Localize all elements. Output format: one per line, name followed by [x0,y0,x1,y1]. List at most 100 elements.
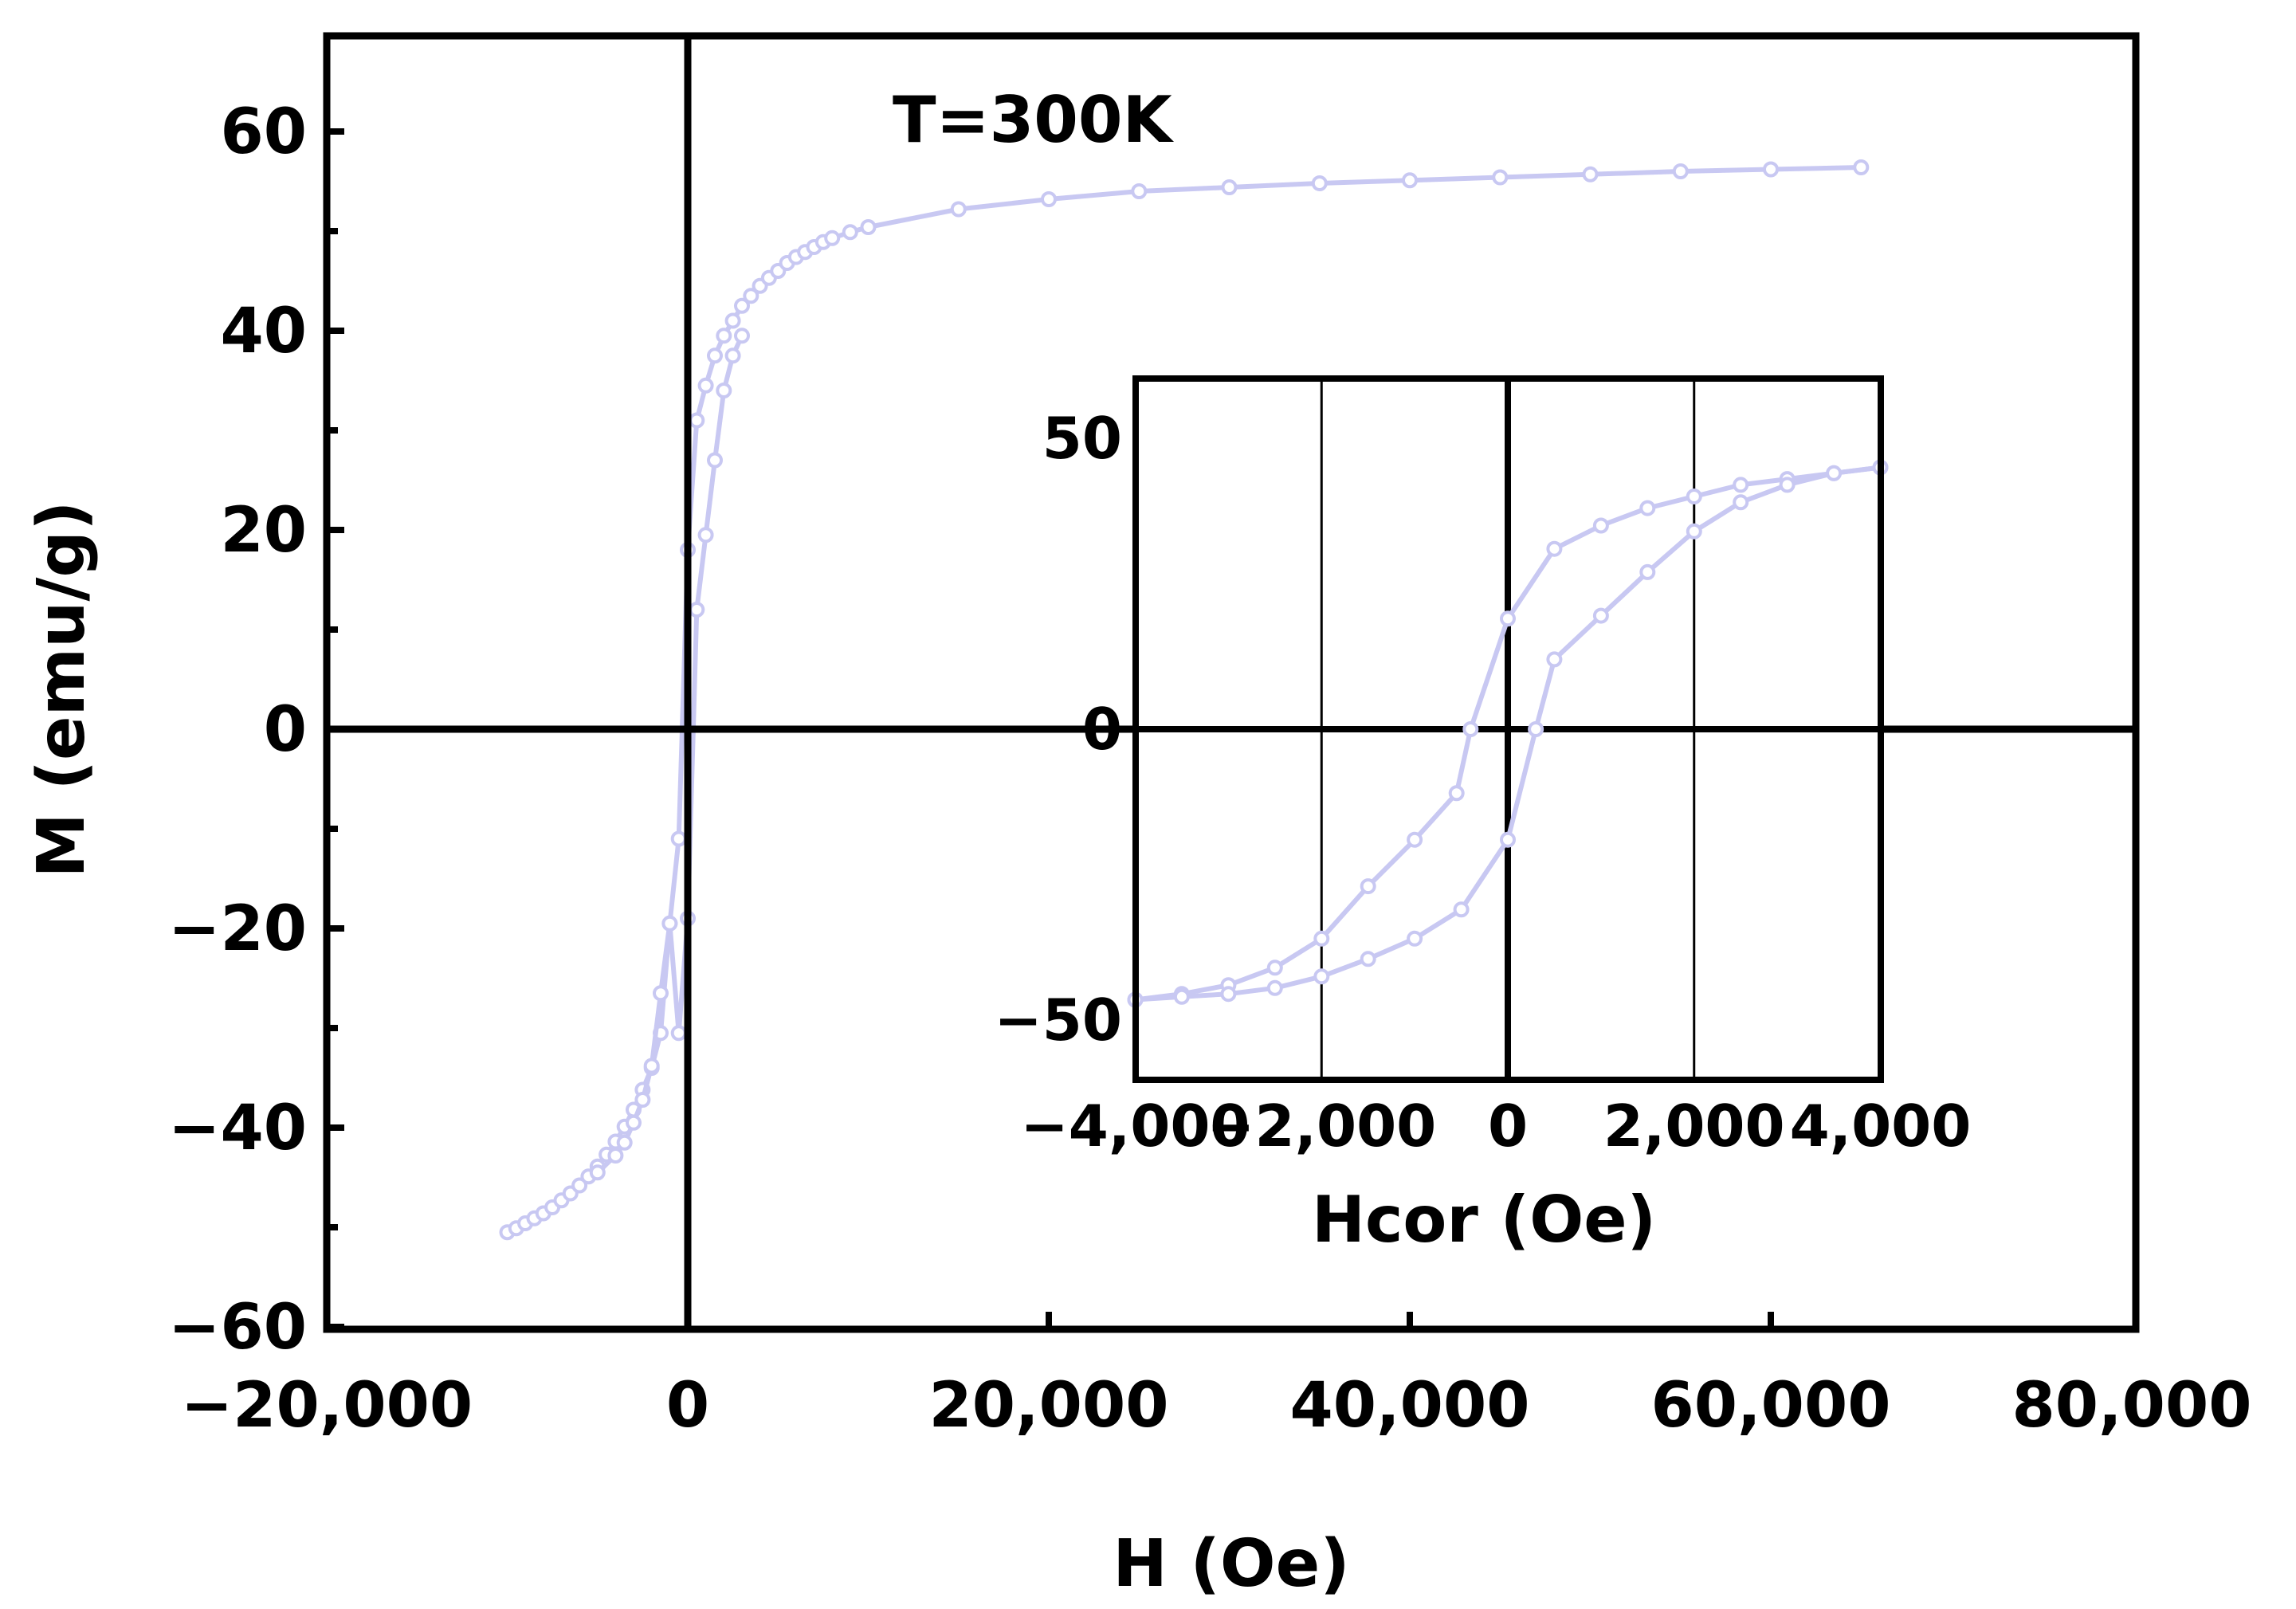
main-data-point [643,1058,660,1074]
main-data-point [653,985,669,1002]
y-axis-title: M (emu/g) [24,500,100,877]
main-data-point [1492,169,1509,186]
inset-data-point [1546,540,1563,557]
inset-data-point [1639,500,1656,516]
main-x-tick-label: 40,000 [1290,1370,1530,1442]
inset-data-point [1592,517,1609,534]
inset-x-tick-label: 0 [1488,1093,1528,1160]
inset-data-point [1407,930,1423,947]
inset-data-point [1360,951,1376,967]
main-data-point [1402,172,1418,189]
inset-data-point [1266,960,1283,976]
x-axis-title: H (Oe) [1113,1526,1349,1602]
main-data-point [1763,161,1779,178]
main-data-point [1041,191,1057,207]
main-x-tick-label: 80,000 [2012,1370,2252,1442]
main-data-point [724,312,741,329]
main-data-point [607,1148,624,1164]
main-data-point [661,915,678,932]
main-data-point [842,224,858,241]
inset-x-tick-label: −4,000 [1020,1093,1250,1160]
main-data-point [589,1164,606,1181]
main-data-point [689,412,705,429]
inset-data-point [1266,979,1283,996]
main-data-point [697,527,714,544]
inset-data-point [1733,477,1749,493]
inset-data-point [1639,563,1656,580]
temperature-annotation: T=300K [893,83,1175,157]
main-data-point [1582,166,1599,182]
main-data-point [1221,179,1238,195]
inset-data-point [1313,968,1330,985]
inset-x-tick-label: 2,000 [1603,1093,1785,1160]
inset-y-tick-label: 50 [1042,405,1122,472]
inset-data-point [1500,610,1516,627]
main-data-point [626,1114,642,1131]
main-data-point [724,347,741,364]
main-chart: −20,000 0 20,000 40,000 60,000 80,000 −60−40−… [24,32,2252,1602]
inset-data-point [1733,494,1749,511]
inset-data-point [1779,477,1796,493]
main-data-point [689,602,705,618]
main-data-point [634,1092,651,1108]
main-y-tick-labels: −60 −40 −20 0 20 40 60 [168,96,307,1364]
main-y-tick-label: −20 [168,893,307,965]
inset-x-tick-label: 4,000 [1790,1093,1972,1160]
main-x-tick-label: 60,000 [1651,1370,1891,1442]
main-series-layer [499,159,1870,1241]
inset-data-point [1686,489,1702,504]
inset-data-point [1826,465,1843,481]
main-y-tick-label: 0 [264,694,307,766]
inset-data-point [1220,986,1237,1003]
inset-data-point [1500,831,1516,848]
main-x-tick-label: −20,000 [181,1370,473,1442]
inset-x-tick-label: −2,000 [1207,1093,1436,1160]
main-y-tick-label: 40 [220,296,307,367]
main-data-point [950,201,967,218]
inset-data-point [1462,721,1479,737]
inset-data-point [1407,831,1423,848]
inset-data-point [1453,901,1470,918]
main-data-point [707,347,723,364]
main-y-tick-label: −40 [168,1093,307,1164]
inset-data-point [1360,878,1376,895]
main-x-tick-label: 0 [666,1370,709,1442]
main-series-line-1 [595,333,744,1175]
main-data-point [670,830,687,847]
main-data-point [707,452,723,469]
main-data-point [734,297,750,314]
main-data-point [670,1025,687,1042]
inset-data-point [1173,988,1190,1005]
inset-series-layer [1127,459,1889,1008]
main-data-point [697,377,714,394]
main-x-tick-label: 20,000 [929,1370,1169,1442]
inset-y-tick-label: −50 [994,987,1122,1054]
main-data-point [734,328,750,344]
main-y-tick-label: 60 [220,96,307,168]
main-data-point [571,1177,588,1194]
main-data-point [1853,159,1870,175]
inset-data-point [1686,523,1702,540]
inset-chart: −4,000−2,000 0 2,000 4,000 −50 0 50 Hcor (Oe) [994,375,1971,1257]
main-data-point [716,383,732,398]
main-data-point [1311,175,1328,191]
inset-data-point [1546,651,1563,668]
inset-data-point [1528,721,1544,737]
inset-x-axis-title: Hcor (Oe) [1312,1183,1656,1257]
inset-x-tick-labels: −4,000−2,000 0 2,000 4,000 [1020,1093,1971,1160]
main-data-point [616,1134,633,1151]
main-data-point [1131,183,1148,199]
main-y-tick-label: 20 [220,495,307,567]
main-data-point [824,230,841,246]
main-x-tick-labels: −20,000 0 20,000 40,000 60,000 80,000 [181,1370,2252,1442]
main-y-tick-label: −60 [168,1292,307,1364]
inset-data-point [1448,785,1465,802]
inset-data-point [1592,607,1609,624]
inset-frame-outline [1132,375,1884,1083]
inset-data-point [1313,930,1330,947]
main-data-point [860,219,877,235]
inset-y-tick-labels: −50 0 50 [994,405,1122,1054]
main-plot-frame [323,32,2140,1333]
inset-y-tick-label: 0 [1082,696,1122,763]
